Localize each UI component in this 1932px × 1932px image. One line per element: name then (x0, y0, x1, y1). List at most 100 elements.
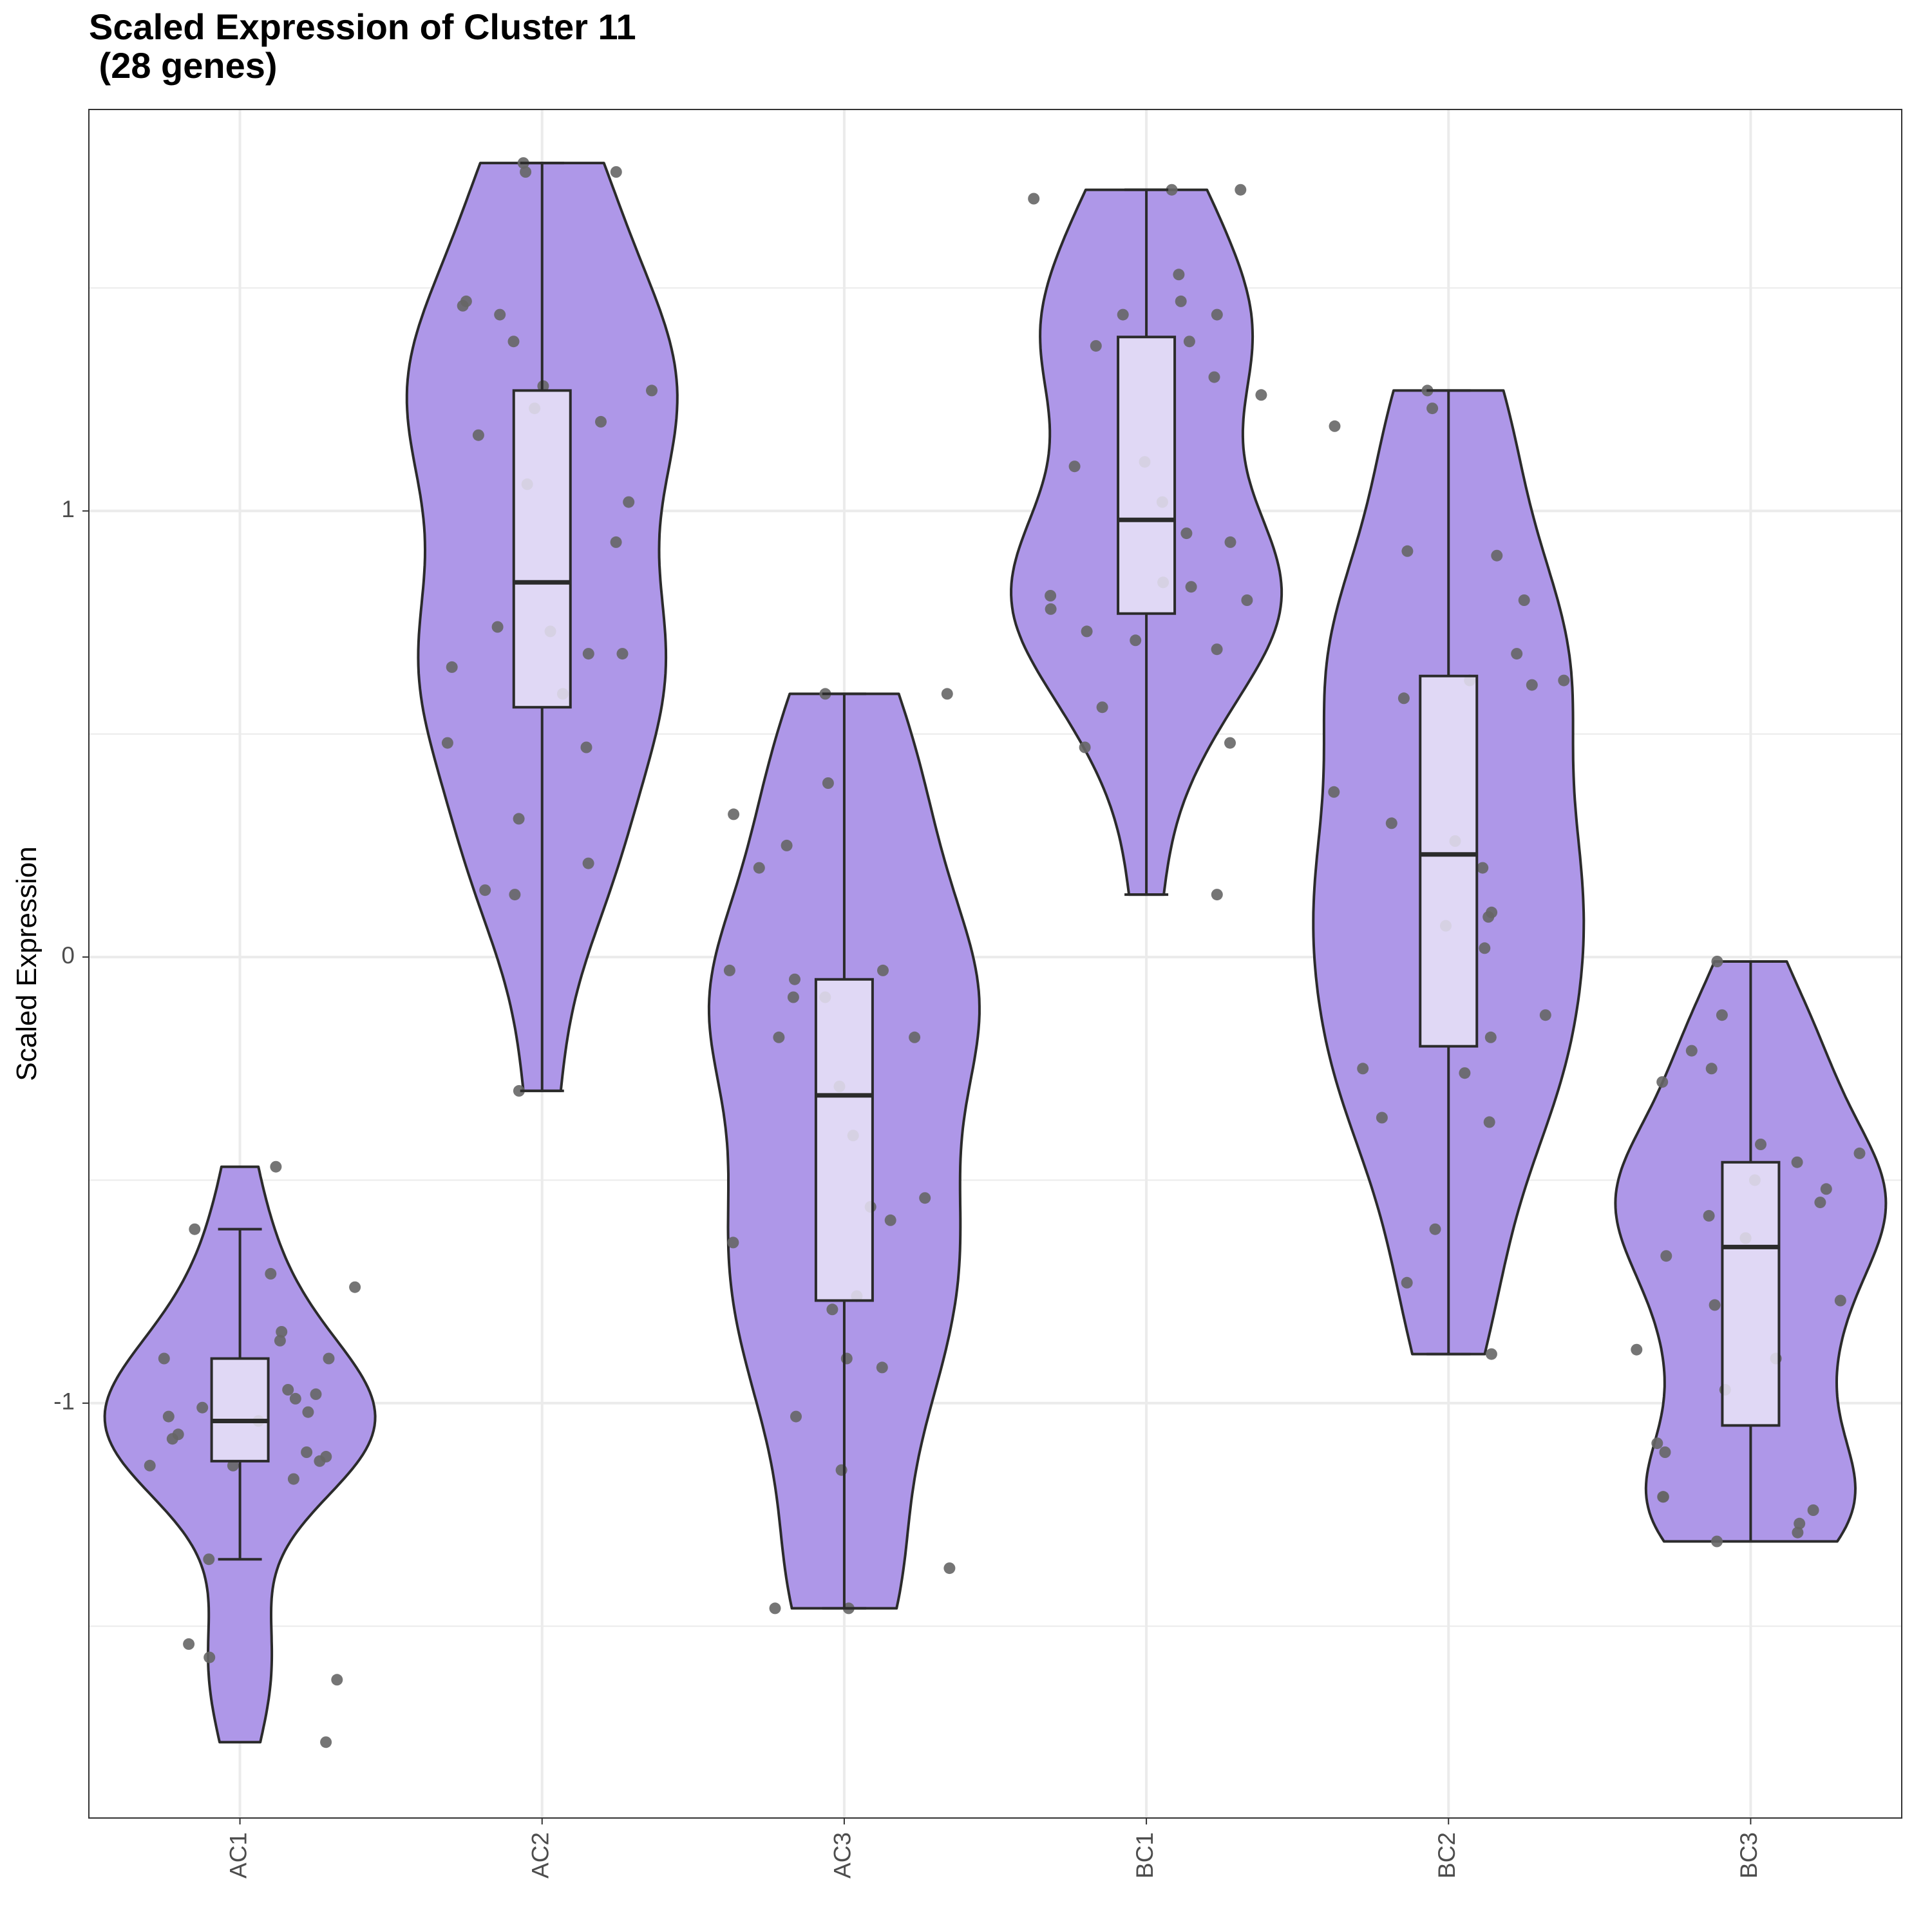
data-point-AC2 (520, 166, 532, 178)
data-point-AC1 (301, 1446, 313, 1458)
data-point-BC1 (1045, 590, 1057, 601)
x-tick-label: BC2 (1434, 1832, 1460, 1879)
data-point-AC3 (781, 839, 793, 851)
data-point-AC1 (349, 1281, 361, 1293)
data-point-BC3 (1791, 1156, 1803, 1168)
data-point-AC3 (876, 1361, 888, 1374)
data-point-BC1 (1117, 308, 1129, 321)
data-point-BC3 (1657, 1491, 1669, 1503)
data-point-AC1 (162, 1410, 175, 1423)
data-point-AC1 (287, 1473, 299, 1485)
data-point-AC3 (840, 1352, 853, 1365)
data-point-BC2 (1477, 862, 1489, 874)
data-point-BC2 (1479, 942, 1491, 954)
data-point-BC2 (1485, 1348, 1497, 1360)
data-point-AC3 (723, 964, 735, 976)
data-point-AC2 (513, 1084, 525, 1097)
data-point-AC3 (790, 1410, 802, 1423)
data-point-AC3 (826, 1303, 838, 1316)
data-point-BC3 (1755, 1139, 1766, 1150)
data-point-BC2 (1397, 692, 1410, 705)
data-point-BC1 (1081, 625, 1093, 638)
data-point-AC1 (158, 1352, 170, 1365)
data-point-BC2 (1511, 648, 1523, 660)
box-AC1 (210, 1357, 270, 1463)
y-axis-label: Scaled Expression (11, 846, 43, 1081)
chart-subtitle: (28 genes) (89, 45, 278, 86)
data-point-BC1 (1175, 295, 1187, 307)
box-AC3 (814, 978, 874, 1302)
box-AC2 (512, 389, 572, 709)
data-point-BC3 (1853, 1147, 1866, 1159)
data-point-BC1 (1185, 581, 1197, 593)
data-point-AC1 (189, 1223, 201, 1235)
data-point-BC1 (1096, 701, 1108, 714)
data-point-AC3 (941, 688, 953, 700)
data-point-AC2 (610, 536, 622, 548)
data-point-BC1 (1173, 269, 1185, 281)
data-point-AC3 (943, 1562, 956, 1575)
x-tick-label: AC2 (527, 1832, 554, 1879)
data-point-AC2 (472, 429, 484, 441)
data-point-AC3 (822, 777, 834, 789)
y-tick-label: 0 (61, 942, 75, 969)
y-tick-label: -1 (53, 1388, 75, 1415)
data-point-BC2 (1518, 594, 1530, 606)
data-point-AC2 (441, 737, 453, 749)
data-point-BC3 (1711, 956, 1723, 967)
data-point-BC2 (1401, 1276, 1413, 1289)
data-point-BC2 (1328, 786, 1340, 798)
data-point-BC1 (1090, 340, 1102, 352)
data-point-AC2 (616, 648, 629, 660)
box-BC2 (1419, 674, 1479, 1048)
data-point-AC2 (580, 741, 592, 753)
data-point-BC3 (1794, 1517, 1806, 1530)
grid-lines (89, 109, 1902, 1818)
data-point-AC2 (513, 813, 525, 825)
data-point-AC1 (314, 1455, 326, 1467)
y-tick-label: 1 (61, 496, 75, 522)
data-point-BC3 (1705, 1063, 1718, 1075)
data-point-AC2 (646, 384, 658, 397)
data-point-BC1 (1208, 371, 1220, 383)
data-point-BC2 (1401, 545, 1414, 557)
data-point-BC1 (1224, 737, 1236, 749)
data-point-AC3 (909, 1031, 921, 1043)
data-point-AC3 (727, 1236, 739, 1249)
data-point-BC3 (1685, 1045, 1698, 1057)
data-point-BC1 (1241, 594, 1253, 606)
data-point-BC3 (1807, 1504, 1819, 1516)
data-point-AC1 (144, 1459, 156, 1472)
data-point-BC2 (1459, 1067, 1471, 1079)
data-point-BC2 (1558, 674, 1570, 687)
data-point-BC3 (1703, 1209, 1715, 1222)
data-point-BC2 (1357, 1063, 1369, 1075)
data-point-AC3 (919, 1192, 931, 1204)
chart-title: Scaled Expression of Cluster 11 (89, 6, 636, 47)
data-point-AC3 (769, 1602, 781, 1615)
data-point-BC3 (1820, 1183, 1832, 1195)
data-point-BC3 (1709, 1299, 1721, 1311)
data-point-AC1 (331, 1674, 343, 1686)
data-point-BC1 (1045, 603, 1057, 615)
data-point-BC1 (1211, 308, 1223, 321)
x-tick-label: AC3 (829, 1832, 856, 1879)
data-point-AC2 (507, 336, 520, 348)
data-point-BC2 (1329, 420, 1341, 432)
data-point-BC1 (1068, 460, 1081, 473)
data-point-AC2 (446, 661, 458, 673)
data-point-AC3 (884, 1214, 896, 1226)
data-point-BC2 (1385, 817, 1397, 829)
data-point-BC2 (1426, 402, 1439, 415)
data-point-BC2 (1539, 1009, 1551, 1021)
data-point-AC1 (196, 1401, 209, 1414)
data-point-BC1 (1183, 336, 1195, 348)
data-point-AC1 (227, 1459, 239, 1472)
data-point-AC2 (479, 884, 491, 896)
violins (103, 162, 1888, 1744)
data-point-BC1 (1028, 193, 1040, 205)
data-point-BC2 (1526, 679, 1538, 691)
data-point-AC1 (166, 1433, 178, 1445)
data-point-BC3 (1656, 1076, 1669, 1088)
